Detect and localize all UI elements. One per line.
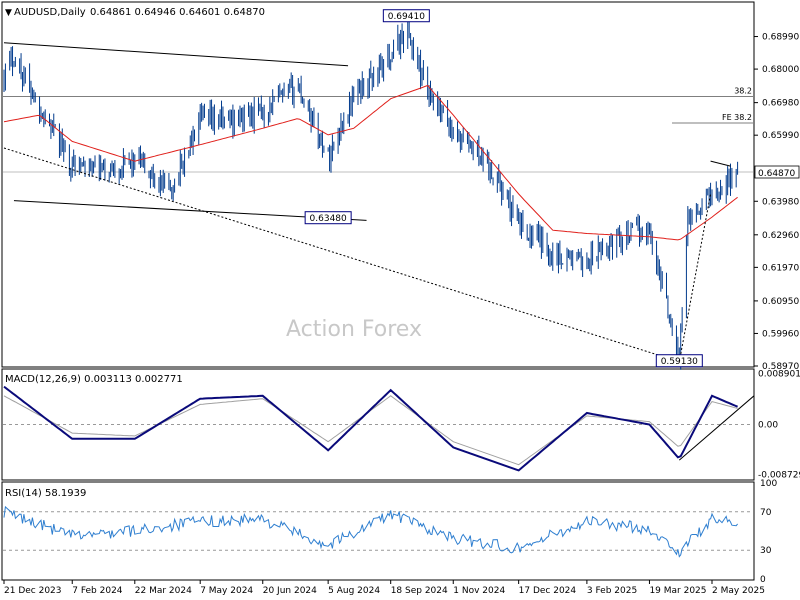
price-panel[interactable] [1, 1, 755, 368]
fe-level-label: FE 38.2 [722, 113, 752, 122]
price-y-tick-label: 0.60950 [762, 297, 799, 307]
watermark: Action Forex [286, 317, 422, 342]
x-tick-label: 7 May 2024 [200, 586, 253, 596]
annotation-label: 0.69410 [388, 12, 425, 22]
x-tick-label: 5 Aug 2024 [328, 586, 380, 596]
macd-layer [3, 385, 755, 472]
x-tick-label: 22 Mar 2024 [135, 586, 192, 596]
macd-y-tick-label: -0.008729 [758, 471, 800, 481]
x-tick-label: 20 Jun 2024 [263, 586, 317, 596]
macd-title: MACD(12,26,9) 0.003113 0.002771 [5, 374, 183, 385]
x-tick-label: 19 Mar 2025 [649, 586, 706, 596]
annotation-box [655, 354, 703, 368]
rsi-layer [3, 505, 753, 558]
price-y-tick-label: 0.68000 [762, 65, 799, 75]
trendline [3, 42, 349, 67]
ohlc-readout: 0.64861 0.64946 0.64601 0.64870 [90, 7, 265, 18]
price-y-tick-label: 0.65990 [762, 131, 799, 141]
annotation-box [382, 9, 430, 23]
price-y-tick-label: 0.59960 [762, 329, 799, 339]
rsi-y-tick-label: 30 [760, 546, 772, 556]
macd-line [3, 385, 738, 472]
axes: 0.68990 0.68000 0.66980 0.65990 0.63980 0.629… [3, 33, 800, 596]
price-grid: 38.2 FE 38.2 [3, 86, 753, 173]
price-bars [3, 17, 739, 370]
current-price-label: 0.64870 [758, 169, 795, 179]
price-y-tick-label: 0.63980 [762, 197, 799, 207]
fib-level-label: 38.2 [734, 86, 752, 95]
price-y-tick-label: 0.66980 [762, 99, 799, 109]
rsi-y-tick-label: 70 [760, 508, 772, 518]
price-y-tick-label: 0.62960 [762, 231, 799, 241]
x-tick-label: 1 Nov 2024 [453, 586, 505, 596]
rsi-panel[interactable] [1, 481, 755, 581]
trendline [678, 193, 712, 362]
ema-line [3, 84, 738, 241]
trendline [710, 160, 731, 167]
price-annotations: 0.69410 0.63480 0.59130 [304, 9, 703, 368]
x-tick-label: 18 Sep 2024 [391, 586, 448, 596]
annotation-label: 0.63480 [310, 214, 347, 224]
macd-panel[interactable] [1, 368, 755, 481]
price-y-tick-label: 0.58970 [762, 362, 799, 372]
chart-title: AUDUSD,Daily [14, 7, 86, 18]
x-tick-label: 21 Dec 2023 [4, 586, 62, 596]
rsi-y-tick-label: 0 [760, 575, 766, 585]
price-y-tick-label: 0.61970 [762, 263, 799, 273]
rsi-y-tick-label: 100 [760, 479, 777, 489]
annotation-box [304, 211, 352, 225]
macd-y-tick-label: 0.00 [758, 421, 778, 431]
rsi-line [3, 505, 738, 558]
macd-trendline [678, 395, 755, 461]
x-tick-label: 17 Dec 2024 [519, 586, 577, 596]
x-tick-label: 3 Feb 2025 [587, 586, 637, 596]
x-tick-label: 7 Feb 2024 [72, 586, 123, 596]
current-price-box [754, 165, 800, 179]
x-tick-label: 2 May 2025 [712, 586, 765, 596]
symbol-menu-icon[interactable]: ▼ [5, 8, 12, 18]
macd-y-tick-label: 0.008901 [758, 369, 800, 379]
annotation-label: 0.59130 [661, 357, 698, 367]
rsi-title: RSI(14) 58.1939 [5, 488, 86, 499]
price-y-tick-label: 0.68990 [762, 33, 799, 43]
